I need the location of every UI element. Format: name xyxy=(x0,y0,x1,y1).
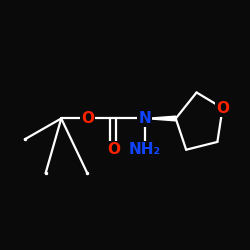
Text: NH₂: NH₂ xyxy=(128,142,160,157)
Polygon shape xyxy=(144,116,176,121)
Text: O: O xyxy=(81,111,94,126)
Text: O: O xyxy=(216,100,229,116)
Text: O: O xyxy=(107,142,120,157)
Text: N: N xyxy=(138,111,151,126)
